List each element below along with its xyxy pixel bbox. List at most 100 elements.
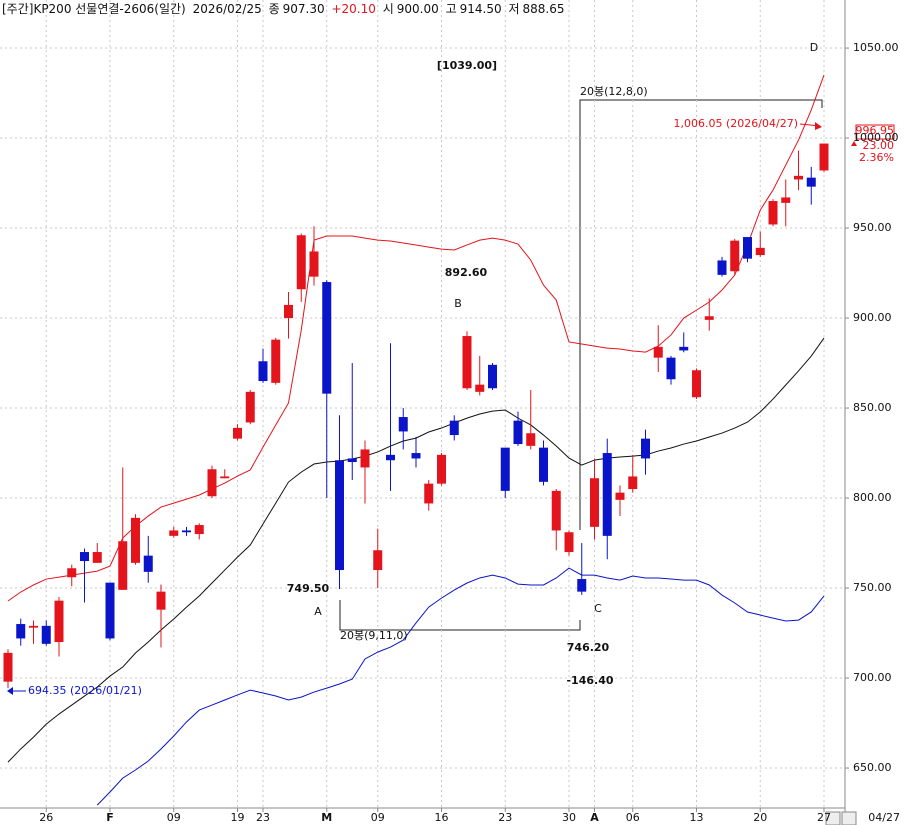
candle-body [207,469,217,497]
x-tick-label: 09 [371,811,385,824]
y-tick-label: 1050.00 [853,41,899,54]
candle-body [819,143,829,171]
x-tick-label: 23 [498,811,512,824]
candle-body [284,304,293,319]
candle-body [717,260,727,275]
candle-body [54,600,64,643]
zoom-button[interactable] [841,811,857,825]
candle-body [666,357,676,380]
candle-body [118,541,128,590]
candle-body [743,237,752,259]
header-value: 888.65 [522,2,565,16]
candle-body [335,460,344,571]
candle-body [296,235,306,290]
candle-body [105,582,115,639]
candle-body [169,530,179,536]
y-tick-label: 750.00 [853,581,892,594]
candle-body [615,492,625,500]
last-percent: 2.36% [859,151,894,164]
annotation: B [454,297,462,310]
candle-body [488,364,497,389]
annotation: -146.40 [566,674,613,687]
candle-body [220,476,230,479]
x-tick-label: 23 [256,811,270,824]
candle-body [513,420,523,445]
price-box [855,124,895,140]
candle-body [271,339,281,383]
annotation: A [314,605,322,618]
band-line [7,74,825,602]
candle-body [679,346,689,351]
last-change: 23.00 [863,139,895,152]
candle-body [794,175,803,180]
candle-body [551,490,561,531]
candle-body [411,453,421,459]
candle-body [80,552,89,562]
candle-body [16,624,26,639]
x-tick-label: 06 [626,811,640,824]
candle-body [590,478,599,527]
candle-body [386,454,395,461]
last-date: 04/27 [868,811,900,824]
y-tick-label: 700.00 [853,671,892,684]
arrowhead [815,122,822,130]
candle-body [806,177,816,187]
y-tick-label: 800.00 [853,491,892,504]
candle-body [755,247,765,256]
x-tick-label: 20 [753,811,767,824]
candle-body [29,625,38,628]
header: [주간]KP200 선물연결-2606(일간) 2026/02/25 종 907.… [2,0,568,17]
candle-body [500,447,510,491]
x-tick-label: M [321,811,332,824]
annotation: C [594,602,602,615]
candle-body [539,447,548,482]
candle-body [67,568,77,578]
candle-body [41,625,51,644]
annotation: 746.20 [567,641,610,654]
annotation: 892.60 [445,266,488,279]
candle-body [398,417,408,432]
y-tick-label: 850.00 [853,401,892,414]
candle-body [437,454,446,484]
wave-bracket [339,600,581,631]
header-date: 2026/02/25 [192,2,262,16]
header-label: 고 [445,2,457,16]
candle-body [462,336,472,389]
candle-body [360,449,370,468]
candle-body [564,532,574,553]
annotation: 20봉(9,11,0) [340,629,408,642]
candle-body [245,391,255,423]
candle-body [258,361,268,382]
x-tick-label: 16 [435,811,449,824]
tool-button[interactable] [825,811,841,825]
annotation: 694.35 (2026/01/21) [28,684,142,697]
candle-body [373,550,383,571]
candle-body [641,438,650,459]
candle-body [602,453,612,536]
x-tick-label: 30 [562,811,576,824]
x-tick-label: 13 [690,811,704,824]
x-tick-label: A [590,811,599,824]
arrowhead [7,687,13,695]
candle-body [143,555,153,572]
header-value: 900.00 [396,2,439,16]
candle-body [424,483,434,504]
wave-bracket [579,99,823,530]
candle-body [322,282,332,394]
candle-body [194,525,204,535]
annotation: 749.50 [287,582,330,595]
x-tick-label: 27 [817,811,831,824]
candle-body [156,591,166,610]
candle-body [475,384,485,392]
x-tick-label: 09 [167,811,181,824]
annotation: D [810,41,818,54]
y-tick-label: 900.00 [853,311,892,324]
candle-body [309,251,319,277]
candle-body [692,370,701,398]
header-label: 저 [508,2,520,16]
header-label: 시 [382,2,394,16]
candle-body [628,476,638,490]
candle-body [449,420,459,436]
